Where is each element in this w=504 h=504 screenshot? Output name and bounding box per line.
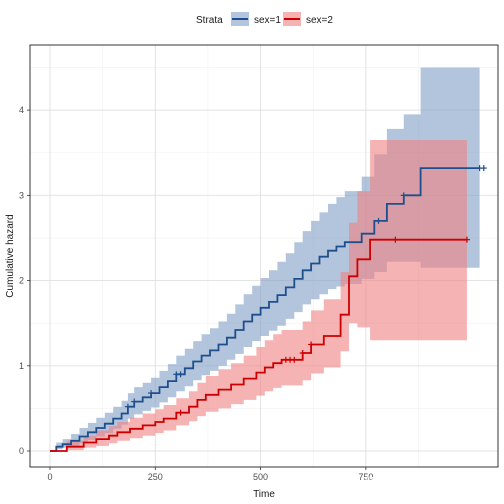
- y-tick-label: 1: [19, 361, 24, 371]
- hazard-lines: [50, 167, 480, 452]
- y-tick-label: 4: [19, 105, 24, 115]
- censor-mark-sex1: [400, 192, 407, 199]
- legend: Strata sex=1 sex=2: [196, 12, 333, 26]
- y-tick-label: 3: [19, 190, 24, 200]
- x-tick-label: 500: [253, 472, 268, 482]
- confidence-band-sex2: [50, 140, 467, 451]
- watermark: 知乎 @罗罗攀: [365, 475, 441, 489]
- censor-mark-sex2: [291, 356, 298, 363]
- censor-mark-sex1: [124, 403, 131, 410]
- censor-mark-sex1: [148, 390, 155, 397]
- legend-title: Strata: [196, 15, 223, 26]
- y-tick-label: 2: [19, 276, 24, 286]
- legend-label-sex1: sex=1: [254, 15, 281, 26]
- censor-mark-sex1: [177, 371, 184, 378]
- y-axis-title: Cumulative hazard: [5, 214, 16, 297]
- censor-mark-sex1: [131, 398, 138, 405]
- censor-mark-sex1: [480, 165, 487, 172]
- legend-item-sex2: sex=2: [283, 12, 333, 26]
- plot-border: [29, 44, 499, 468]
- hazard-line-sex1: [50, 167, 480, 452]
- censor-mark-sex1: [375, 217, 382, 224]
- legend-item-sex1: sex=1: [231, 12, 281, 26]
- x-tick-label: 250: [148, 472, 163, 482]
- censor-mark-sex2: [177, 409, 184, 416]
- x-tick-label: 0: [47, 472, 52, 482]
- x-axis-title: Time: [253, 489, 275, 500]
- axes: 0 250 500 750 0 1 2 3 4: [19, 105, 373, 482]
- x-tick-label: 750: [358, 472, 373, 482]
- censor-mark-sex2: [463, 236, 470, 243]
- censor-mark-sex2: [299, 350, 306, 356]
- censor-mark-sex2: [392, 236, 399, 243]
- censor-marks: [124, 165, 487, 416]
- hazard-line-sex2: [50, 238, 467, 452]
- confidence-bands: [50, 67, 480, 451]
- y-tick-label: 0: [19, 446, 24, 456]
- censor-mark-sex2: [308, 341, 315, 348]
- legend-label-sex2: sex=2: [306, 15, 333, 26]
